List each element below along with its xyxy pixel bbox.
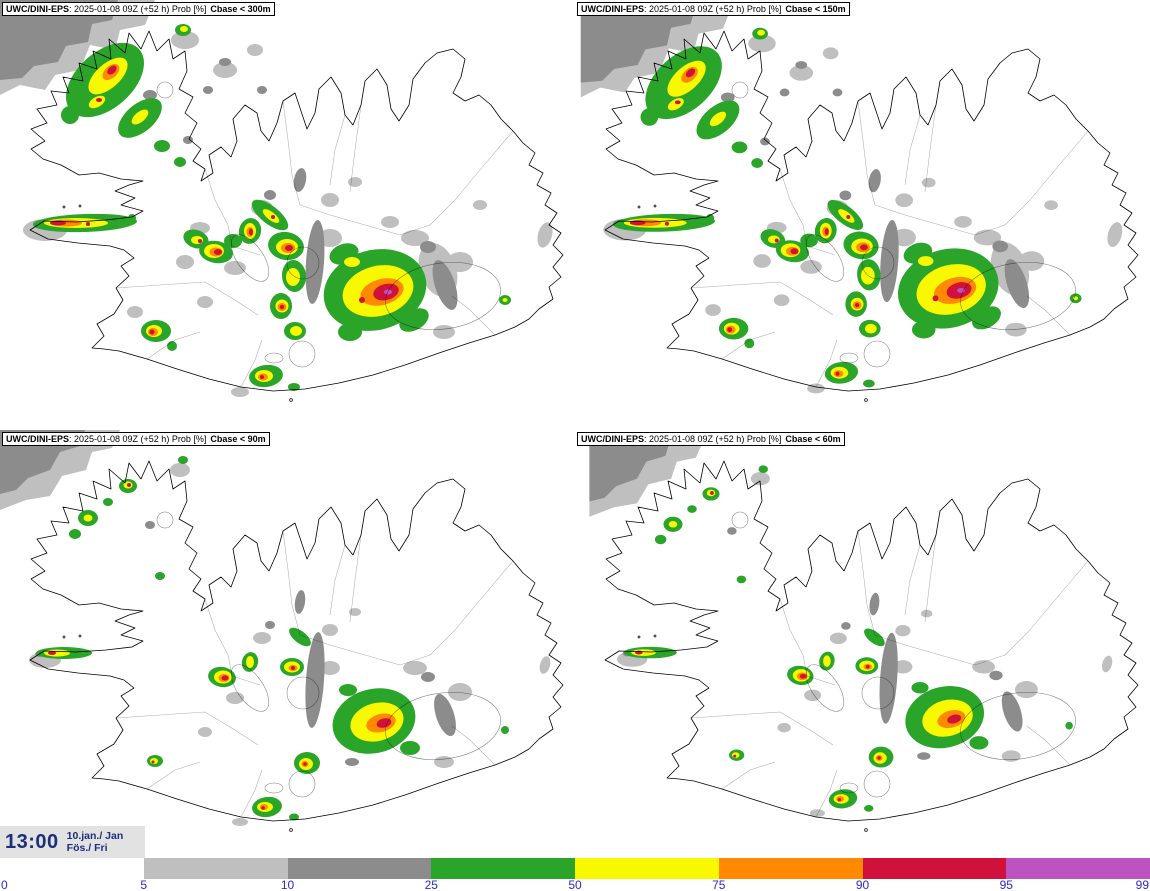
panel-cbase-300m: UWC/DINI-EPS: 2025-01-08 09Z (+52 h) Pro… <box>0 0 575 428</box>
probability-colorbar <box>0 858 1150 879</box>
probability-overlay <box>0 430 553 826</box>
colorbar-segment-95-99 <box>1006 858 1150 879</box>
tick-5: 5 <box>140 878 148 891</box>
model-name: UWC/DINI-EPS <box>581 4 644 14</box>
panel-cbase-60m: UWC/DINI-EPS: 2025-01-08 09Z (+52 h) Pro… <box>575 430 1150 858</box>
tick-25: 25 <box>424 878 438 891</box>
colorbar-segment-5-10 <box>143 858 288 879</box>
panel-label-150m: UWC/DINI-EPS: 2025-01-08 09Z (+52 h) Pro… <box>577 2 850 16</box>
model-name: UWC/DINI-EPS <box>6 434 69 444</box>
panel-label-60m: UWC/DINI-EPS: 2025-01-08 09Z (+52 h) Pro… <box>577 432 845 446</box>
valid-date-line: 10.jan./ Jan <box>66 830 124 842</box>
tick-0: 0 <box>1 878 8 891</box>
iceland-map-90m <box>0 430 564 832</box>
threshold-label: Cbase < 150m <box>785 4 846 14</box>
run-info: : 2025-01-08 09Z (+52 h) Prob [%] <box>644 434 782 444</box>
run-info: : 2025-01-08 09Z (+52 h) Prob [%] <box>69 434 207 444</box>
valid-date: 10.jan./ Jan Fös./ Fri <box>67 830 124 854</box>
colorbar-segment-75-90 <box>718 858 863 879</box>
threshold-label: Cbase < 90m <box>210 434 266 444</box>
tick-50: 50 <box>568 878 582 891</box>
valid-day-line: Fös./ Fri <box>66 842 108 854</box>
run-info: : 2025-01-08 09Z (+52 h) Prob [%] <box>644 4 782 14</box>
coastline <box>29 460 564 832</box>
colorbar-segment-10-25 <box>287 858 432 879</box>
colorbar-segment-90-95 <box>862 858 1007 879</box>
panel-cbase-150m: UWC/DINI-EPS: 2025-01-08 09Z (+52 h) Pro… <box>575 0 1150 428</box>
iceland-map-150m <box>580 4 1139 402</box>
probability-overlay <box>589 440 1114 817</box>
coastline <box>604 460 1139 832</box>
model-name: UWC/DINI-EPS <box>6 4 69 14</box>
colorbar-segment-50-75 <box>575 858 719 879</box>
panel-label-300m: UWC/DINI-EPS: 2025-01-08 09Z (+52 h) Pro… <box>2 2 275 16</box>
probability-overlay <box>0 0 556 397</box>
model-name: UWC/DINI-EPS <box>581 434 644 444</box>
tick-95: 95 <box>999 878 1013 891</box>
tick-10: 10 <box>280 878 295 891</box>
threshold-label: Cbase < 300m <box>210 4 271 14</box>
iceland-map-60m <box>589 440 1139 832</box>
tick-75: 75 <box>712 878 726 891</box>
iceland-map-300m <box>0 0 564 402</box>
tick-90: 90 <box>855 878 870 891</box>
run-info: : 2025-01-08 09Z (+52 h) Prob [%] <box>69 4 207 14</box>
colorbar-ticks: 0 5 10 25 50 75 90 95 99 <box>0 878 1150 891</box>
tick-99: 99 <box>1135 878 1149 891</box>
threshold-label: Cbase < 60m <box>785 434 841 444</box>
valid-time-box: 13:00 10.jan./ Jan Fös./ Fri <box>0 826 145 858</box>
panel-label-90m: UWC/DINI-EPS: 2025-01-08 09Z (+52 h) Pro… <box>2 432 270 446</box>
colorbar-segment-0-5 <box>0 858 144 879</box>
colorbar-segment-25-50 <box>431 858 576 879</box>
panel-cbase-90m: UWC/DINI-EPS: 2025-01-08 09Z (+52 h) Pro… <box>0 430 575 858</box>
valid-time: 13:00 <box>5 830 59 853</box>
probability-overlay <box>580 4 1125 394</box>
